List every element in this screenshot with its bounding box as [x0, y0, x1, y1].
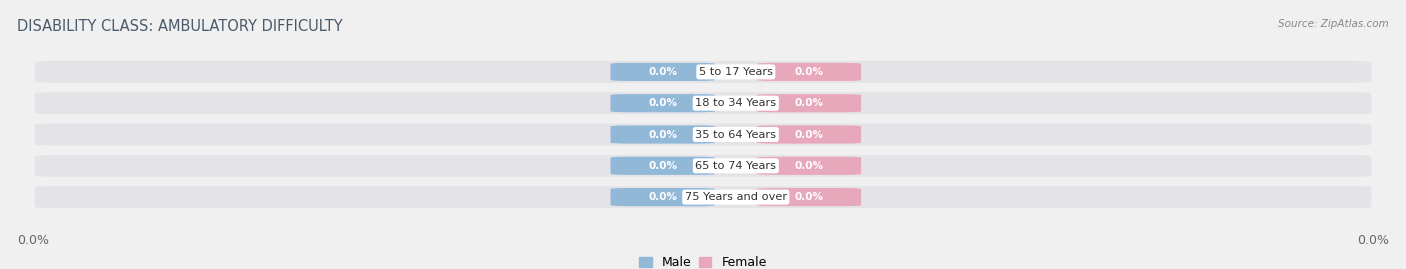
FancyBboxPatch shape [756, 63, 860, 81]
FancyBboxPatch shape [610, 188, 714, 206]
FancyBboxPatch shape [756, 125, 860, 144]
Text: 0.0%: 0.0% [794, 98, 824, 108]
Text: 0.0%: 0.0% [648, 67, 678, 77]
Text: 0.0%: 0.0% [1357, 235, 1389, 247]
Text: 5 to 17 Years: 5 to 17 Years [699, 67, 773, 77]
Text: 18 to 34 Years: 18 to 34 Years [695, 98, 776, 108]
FancyBboxPatch shape [35, 186, 1371, 208]
Text: 0.0%: 0.0% [794, 67, 824, 77]
Text: 75 Years and over: 75 Years and over [685, 192, 787, 202]
Text: Source: ZipAtlas.com: Source: ZipAtlas.com [1278, 19, 1389, 29]
FancyBboxPatch shape [610, 94, 714, 112]
Text: 0.0%: 0.0% [648, 98, 678, 108]
FancyBboxPatch shape [610, 63, 714, 81]
Text: DISABILITY CLASS: AMBULATORY DIFFICULTY: DISABILITY CLASS: AMBULATORY DIFFICULTY [17, 19, 343, 34]
FancyBboxPatch shape [35, 155, 1371, 177]
Text: 0.0%: 0.0% [648, 161, 678, 171]
Legend: Male, Female: Male, Female [640, 256, 766, 269]
FancyBboxPatch shape [610, 125, 714, 144]
Text: 0.0%: 0.0% [794, 161, 824, 171]
FancyBboxPatch shape [756, 157, 860, 175]
FancyBboxPatch shape [756, 94, 860, 112]
Text: 65 to 74 Years: 65 to 74 Years [696, 161, 776, 171]
Text: 0.0%: 0.0% [794, 129, 824, 140]
Text: 0.0%: 0.0% [17, 235, 49, 247]
FancyBboxPatch shape [35, 123, 1371, 146]
FancyBboxPatch shape [35, 61, 1371, 83]
FancyBboxPatch shape [756, 188, 860, 206]
Text: 0.0%: 0.0% [794, 192, 824, 202]
Text: 0.0%: 0.0% [648, 129, 678, 140]
Text: 35 to 64 Years: 35 to 64 Years [696, 129, 776, 140]
FancyBboxPatch shape [35, 92, 1371, 114]
Text: 0.0%: 0.0% [648, 192, 678, 202]
FancyBboxPatch shape [610, 157, 714, 175]
